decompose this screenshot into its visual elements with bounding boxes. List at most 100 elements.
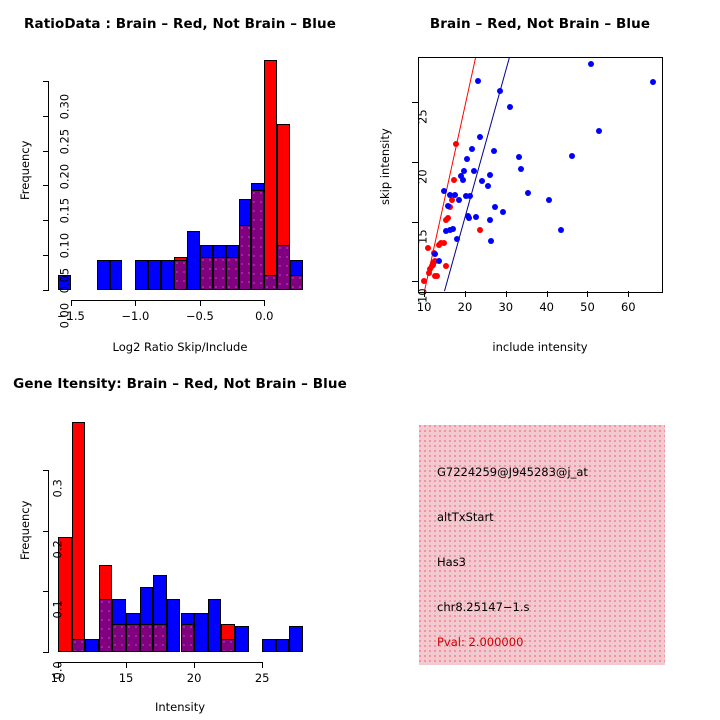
x-tick (628, 291, 630, 297)
info-probe-id: G7224259@J945283@j_at (437, 465, 588, 479)
y-tick (43, 290, 49, 291)
scatter-point-not-brain (466, 214, 473, 221)
scatter-point-brain (440, 240, 447, 247)
scatter-ylabel: skip intensity (378, 128, 392, 205)
scatter-point-not-brain (491, 204, 498, 211)
panel-ratio-histogram: RatioData : Brain – Red, Not Brain – Blu… (0, 0, 360, 360)
y-tick (43, 185, 49, 187)
x-tick-label: 60 (620, 300, 636, 314)
hist-bar-overlap (98, 599, 113, 652)
info-box: G7224259@J945283@j_at altTxStart Has3 ch… (419, 425, 665, 665)
hist-bar-brain (71, 422, 86, 652)
hist-bar-overlap (238, 224, 252, 290)
scatter-point-not-brain (447, 192, 454, 199)
ratio-histogram-ylabel: Frequency (18, 140, 32, 200)
scatter-point-brain (431, 257, 438, 264)
y-tick (43, 591, 49, 593)
info-event-type: altTxStart (437, 510, 494, 524)
info-coordinate: chr8.25147−1.s (437, 600, 530, 614)
scatter-point-brain (444, 214, 451, 221)
x-tick (194, 662, 196, 668)
hist-bar-overlap (225, 257, 239, 290)
hist-bar-not-brain (262, 639, 276, 652)
x-tick (262, 662, 264, 668)
y-tick (43, 150, 49, 152)
scatter-point-not-brain (442, 228, 449, 235)
scatter-point-not-brain (467, 193, 474, 200)
scatter-point-not-brain (488, 237, 495, 244)
x-tick (587, 291, 589, 297)
ratio-histogram-xlabel: Log2 Ratio Skip/Include (112, 340, 248, 354)
y-tick (43, 80, 49, 82)
x-tick-label: 25 (254, 671, 270, 685)
hist-bar-not-brain (96, 260, 110, 290)
hist-bar-not-brain (186, 230, 200, 290)
hist-bar-overlap (264, 274, 278, 290)
scatter-point-brain (443, 262, 450, 269)
scatter-point-not-brain (475, 77, 482, 84)
y-tick (412, 162, 418, 164)
scatter-point-not-brain (461, 168, 468, 175)
scatter-point-brain (427, 266, 434, 273)
hist-bar-not-brain (58, 274, 71, 290)
info-gene-symbol: Has3 (437, 555, 467, 569)
hist-bar-not-brain (135, 260, 149, 290)
x-tick-label: 15 (118, 671, 134, 685)
x-axis-line (70, 300, 265, 301)
x-tick-label: 40 (539, 300, 554, 314)
y-tick (43, 530, 49, 532)
hist-bar-overlap (174, 260, 187, 290)
x-axis-line (58, 662, 263, 663)
scatter-point-not-brain (518, 166, 525, 173)
hist-bar-overlap (153, 623, 167, 652)
x-tick (264, 300, 266, 306)
gene-histogram-xlabel: Intensity (154, 700, 206, 714)
scatter-point-not-brain (650, 78, 656, 85)
scatter-point-not-brain (479, 177, 486, 184)
hist-bar-overlap (212, 257, 226, 290)
y-tick-label: 0.3 (50, 479, 65, 498)
y-tick (43, 470, 49, 472)
hist-bar-overlap (71, 639, 86, 652)
scatter-title: Brain – Red, Not Brain – Blue (429, 16, 651, 32)
y-axis-line (48, 470, 49, 652)
scatter-point-not-brain (460, 176, 467, 183)
scatter-point-not-brain (436, 257, 442, 264)
scatter-point-not-brain (558, 226, 565, 233)
panel-gene-histogram: Gene Itensity: Brain – Red, Not Brain – … (0, 360, 360, 720)
scatter-point-brain (453, 140, 460, 147)
hist-bar-not-brain (148, 260, 162, 290)
y-tick-label: 0.05 (57, 267, 72, 294)
scatter-point-not-brain (458, 173, 465, 180)
hist-bar-overlap (112, 623, 127, 652)
y-tick (412, 221, 418, 223)
gene-histogram-title: Gene Itensity: Brain – Red, Not Brain – … (13, 376, 347, 392)
y-tick (43, 652, 49, 653)
scatter-point-not-brain (462, 193, 469, 200)
scatter-point-brain (433, 273, 440, 280)
x-tick-label: 0.0 (255, 309, 274, 323)
x-tick (135, 300, 137, 306)
scatter-point-not-brain (507, 103, 514, 110)
y-axis-line (48, 80, 49, 290)
x-tick-label: −1.0 (121, 309, 150, 323)
hist-bar-overlap (126, 623, 140, 652)
y-tick-label: 0.25 (57, 128, 72, 155)
scatter-point-brain (451, 176, 458, 183)
hist-bar-overlap (199, 257, 213, 290)
scatter-point-not-brain (453, 236, 460, 243)
y-tick-label: 0.30 (57, 93, 72, 120)
scatter-point-not-brain (444, 203, 451, 210)
y-tick (43, 220, 49, 222)
scatter-point-not-brain (587, 60, 594, 67)
scatter-point-not-brain (516, 154, 523, 161)
hist-bar-not-brain (109, 260, 123, 290)
scatter-point-not-brain (472, 213, 479, 220)
scatter-point-not-brain (471, 168, 478, 175)
hist-bar-overlap (277, 245, 291, 290)
x-tick-label: 50 (580, 300, 595, 314)
scatter-point-not-brain (490, 148, 497, 155)
x-tick (424, 291, 426, 297)
panel-scatter: Brain – Red, Not Brain – Blue skip inten… (360, 0, 720, 360)
scatter-point-not-brain (485, 182, 492, 189)
